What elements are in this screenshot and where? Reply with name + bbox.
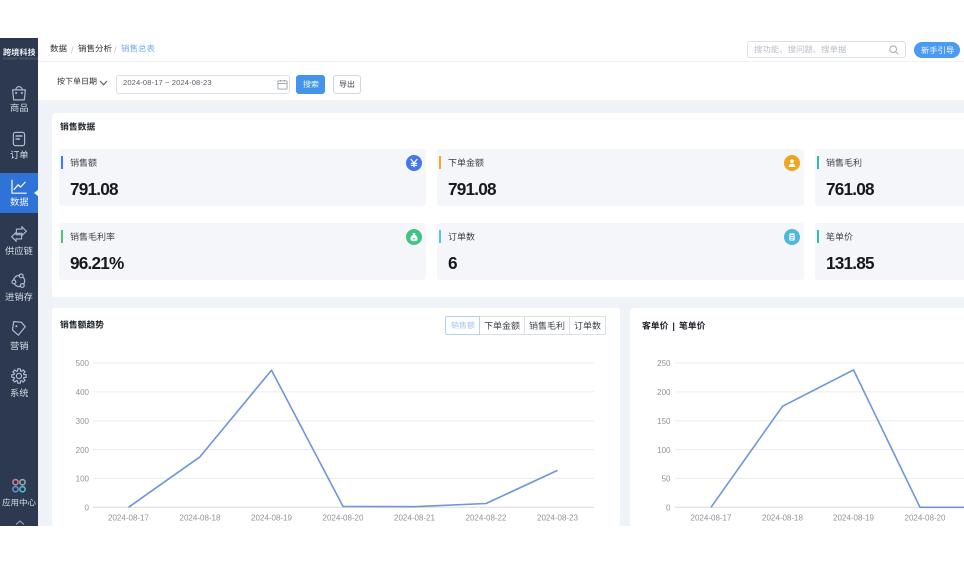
svg-text:2024-08-20: 2024-08-20 [905, 514, 946, 523]
svg-text:2024-08-21: 2024-08-21 [394, 514, 435, 523]
svg-text:100: 100 [76, 475, 90, 484]
svg-text:400: 400 [76, 388, 90, 397]
svg-text:250: 250 [657, 359, 671, 368]
svg-text:300: 300 [76, 417, 90, 426]
svg-text:500: 500 [76, 359, 90, 368]
svg-text:100: 100 [657, 446, 671, 455]
svg-text:200: 200 [657, 388, 671, 397]
svg-text:2024-08-19: 2024-08-19 [833, 514, 874, 523]
svg-text:0: 0 [85, 504, 90, 513]
svg-text:2024-08-18: 2024-08-18 [762, 514, 803, 523]
svg-text:2024-08-17: 2024-08-17 [108, 514, 149, 523]
svg-text:2024-08-20: 2024-08-20 [323, 514, 364, 523]
svg-text:2024-08-17: 2024-08-17 [691, 514, 732, 523]
svg-text:2024-08-18: 2024-08-18 [180, 514, 221, 523]
svg-text:0: 0 [666, 504, 671, 513]
svg-text:2024-08-22: 2024-08-22 [466, 514, 507, 523]
svg-text:200: 200 [76, 446, 90, 455]
svg-text:50: 50 [662, 475, 671, 484]
svg-text:2024-08-19: 2024-08-19 [251, 514, 292, 523]
svg-text:150: 150 [657, 417, 671, 426]
svg-text:2024-08-23: 2024-08-23 [537, 514, 578, 523]
